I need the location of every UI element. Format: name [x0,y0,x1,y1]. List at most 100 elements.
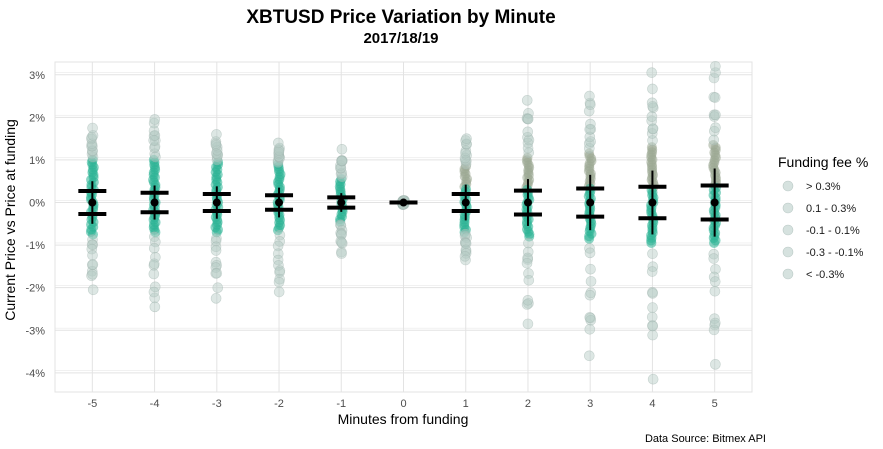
outlier-point [210,241,222,253]
outlier-point [647,373,659,385]
outlier-point [585,118,596,130]
x-tick-label: -5 [87,398,97,410]
mean-point [212,198,221,207]
outlier-point [211,233,222,244]
mean-point [710,198,719,207]
data-point [709,237,720,248]
outlier-point [585,263,596,275]
data-point [584,233,595,244]
outlier-point [148,268,160,280]
outlier-point [710,122,721,133]
outlier-point [273,276,285,288]
outlier-point [211,267,223,279]
data-point [211,227,222,238]
outlier-point [148,125,160,137]
outlier-point [210,235,222,247]
outlier-point [521,257,533,269]
mean-point [461,198,470,207]
outlier-point [584,243,595,254]
outlier-point [336,155,348,166]
outlier-point [87,249,98,261]
mean-point [150,198,159,207]
x-tick-label: -2 [274,398,284,410]
outlier-point [461,133,472,144]
outlier-point [646,67,658,78]
outlier-point [710,263,721,275]
outlier-point [87,284,99,296]
outlier-point [709,285,721,297]
x-tick-label: -1 [336,398,346,410]
outlier-point [336,225,348,236]
outlier-point [210,138,222,149]
x-axis-ticks: -5 -4 -3 -2 -1 0 1 2 3 4 5 [87,398,717,410]
outlier-point [210,245,222,256]
outlier-point [646,97,658,109]
outlier-point [272,248,284,260]
chart-subtitle: 2017/18/19 [363,30,438,47]
outlier-point [522,126,534,138]
outlier-point [522,246,534,258]
outlier-point [708,134,720,146]
data-point [646,237,657,248]
outlier-point [584,131,596,143]
outlier-point [336,248,347,259]
outlier-point [523,274,535,286]
outlier-point [647,123,659,134]
outlier-point [584,124,596,135]
outlier-point [336,155,347,167]
summary-markers [78,168,729,237]
outlier-point [336,236,347,248]
outlier-point [522,294,534,306]
mean-point [275,198,284,207]
outlier-point [211,129,222,140]
outlier-point [584,324,596,335]
outlier-point [210,262,222,273]
y-tick-label: -1% [25,240,45,252]
legend-label: -0.1 - 0.1% [806,225,860,237]
outlier-point [87,122,98,134]
y-tick-label: -2% [25,283,45,295]
outlier-point [460,135,471,146]
outlier-point [647,123,659,135]
outlier-point [585,276,597,287]
legend-swatch [782,246,794,258]
legend-label: > 0.3% [806,181,841,193]
outlier-point [150,151,161,163]
mean-point [399,198,408,207]
outlier-point [709,92,721,103]
data-source-caption: Data Source: Bitmex API [645,433,766,445]
x-tick-label: -4 [150,398,160,410]
outlier-point [87,268,98,280]
y-tick-label: 3% [29,70,45,82]
outlier-point [584,90,595,102]
outlier-point [709,317,721,329]
outlier-point [86,270,97,282]
outlier-point [336,143,348,155]
outlier-point [150,251,161,263]
outlier-point [647,288,658,299]
outlier-point [148,286,160,298]
x-tick-label: 4 [649,398,655,410]
x-tick-label: 2 [525,398,531,410]
outlier-point [646,111,658,122]
y-axis-label: Current Price vs Price at funding [2,119,18,321]
outlier-point [647,302,658,313]
outlier-point [523,237,534,249]
outlier-point [523,108,534,119]
outlier-point [708,248,720,260]
outlier-point [646,115,658,127]
outlier-point [583,350,595,362]
outlier-point [149,114,161,125]
mean-point [523,198,532,207]
legend: Funding fee % > 0.3% 0.1 - 0.3% -0.1 - 0.1… [778,154,868,281]
outlier-point [584,247,596,259]
legend-label: < -0.3% [806,269,844,281]
outlier-point [708,324,720,336]
legend-label: 0.1 - 0.3% [806,203,856,215]
outlier-point [647,320,658,332]
outlier-point [710,60,721,72]
outlier-point [86,239,98,250]
y-tick-label: -4% [25,368,45,380]
outlier-point [647,248,658,260]
